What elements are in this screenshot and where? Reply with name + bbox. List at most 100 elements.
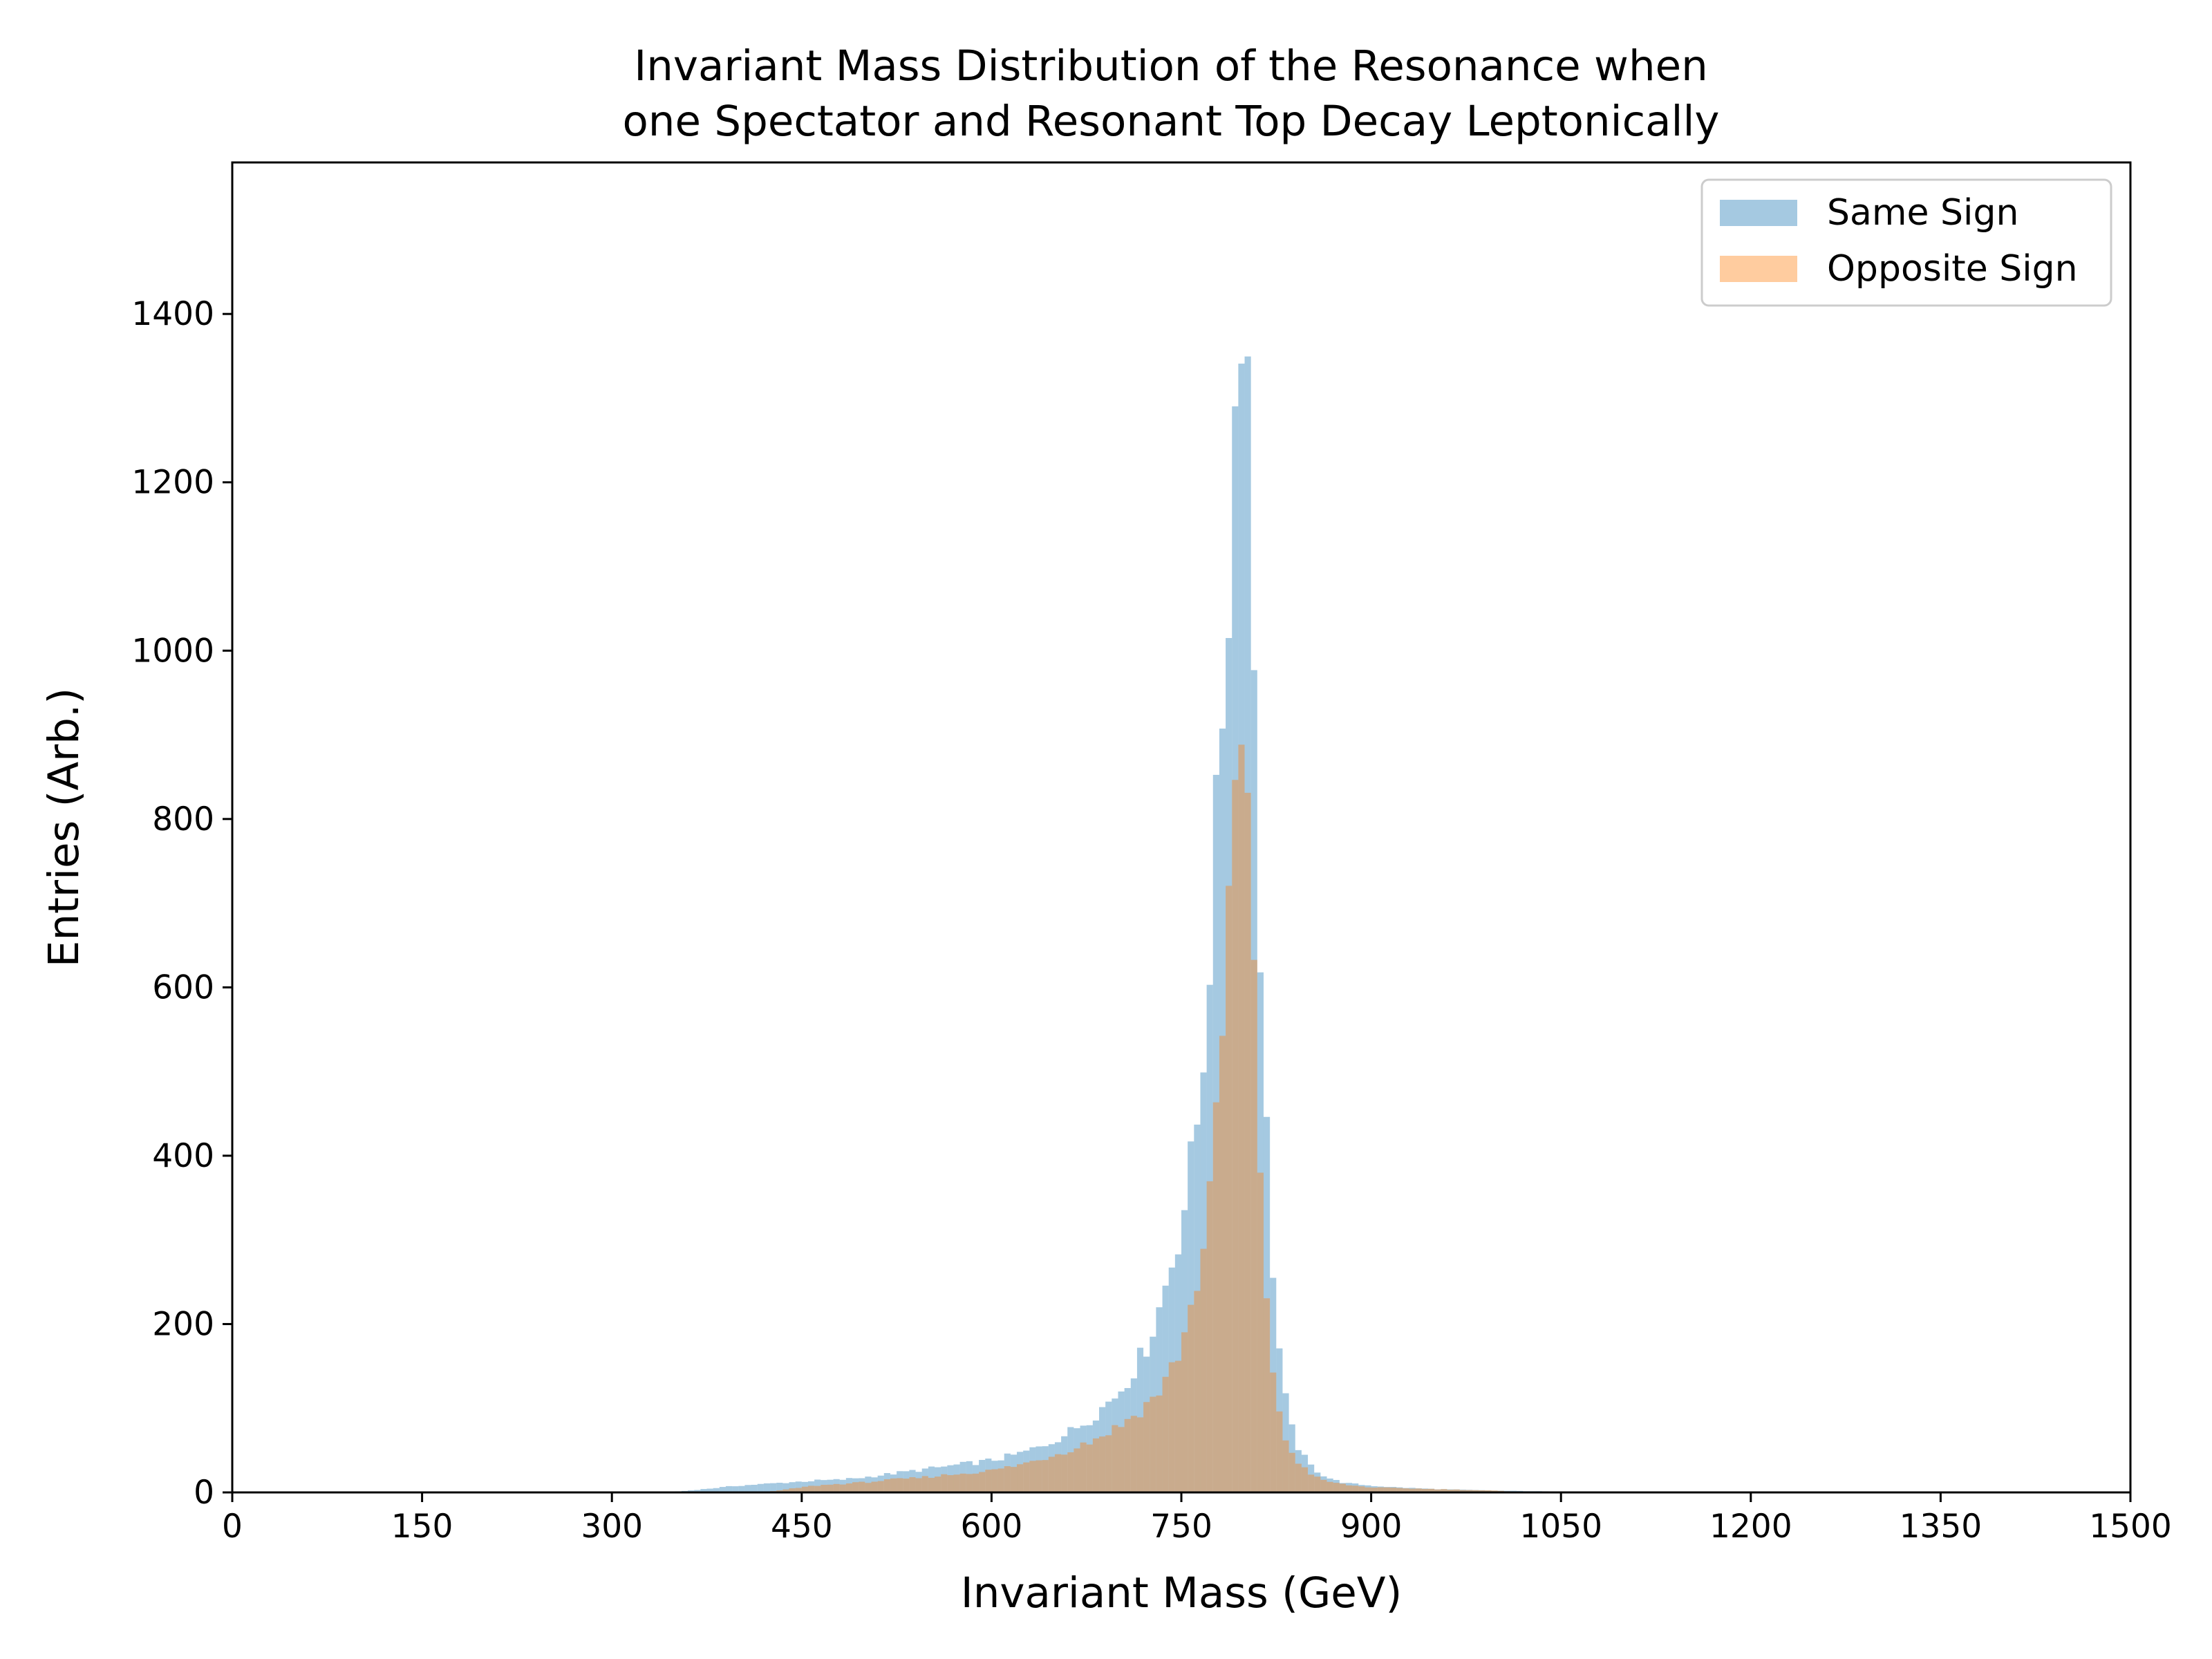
histogram-bar — [1143, 1402, 1150, 1492]
histogram-bar — [1112, 1425, 1118, 1492]
y-tick-label: 600 — [152, 968, 214, 1006]
x-tick-label: 150 — [391, 1508, 453, 1546]
histogram-bar — [915, 1472, 922, 1492]
y-axis-label: Entries (Arb.) — [39, 688, 88, 967]
histogram-bar — [1219, 1035, 1226, 1492]
histogram-bar — [1447, 1490, 1454, 1492]
histogram-bar — [1288, 1424, 1295, 1492]
histogram-bar — [1352, 1483, 1359, 1492]
x-tick-label: 0 — [222, 1508, 243, 1546]
chart-title-line-2: one Spectator and Resonant Top Decay Lep… — [622, 97, 1719, 146]
histogram-bar — [909, 1477, 916, 1492]
histogram-bar — [807, 1485, 815, 1492]
legend-box — [1700, 178, 2112, 307]
histogram-bar — [1054, 1442, 1062, 1492]
histogram-bar — [1352, 1485, 1359, 1492]
histogram-bar — [1421, 1488, 1428, 1492]
histogram-bar — [1162, 1285, 1169, 1492]
histogram-bar — [915, 1478, 922, 1492]
legend-swatch-opposite-sign — [1720, 256, 1797, 282]
histogram-bar — [972, 1473, 980, 1492]
histogram-bar — [1333, 1483, 1340, 1492]
histogram-bar — [1130, 1378, 1137, 1492]
histogram-bar — [953, 1464, 960, 1492]
histogram-bar — [807, 1481, 815, 1492]
histogram-bar — [1365, 1485, 1371, 1492]
histogram-bar — [789, 1488, 796, 1492]
histogram-bar — [865, 1483, 872, 1492]
histogram-bar — [1257, 1172, 1264, 1492]
histogram-bar — [1232, 406, 1239, 1492]
histogram-bar — [1270, 1277, 1277, 1492]
histogram-bar — [1250, 670, 1257, 1493]
x-tick-label: 750 — [1150, 1508, 1212, 1546]
histogram-bar — [997, 1460, 1004, 1492]
histogram-bar — [1295, 1450, 1302, 1492]
histogram-bar — [859, 1478, 865, 1492]
histogram-bar — [782, 1483, 789, 1492]
histogram-bar — [1244, 792, 1251, 1492]
x-axis-label: Invariant Mass (GeV) — [961, 1568, 1403, 1618]
histogram-bar — [903, 1471, 910, 1492]
histogram-bar — [928, 1477, 935, 1492]
histogram-bar — [1238, 364, 1245, 1492]
histogram-bar — [935, 1467, 941, 1492]
histogram-bar — [776, 1490, 783, 1492]
histogram-bar — [871, 1477, 878, 1492]
histogram-bar — [738, 1485, 745, 1492]
histogram-bar — [694, 1490, 701, 1492]
histogram-bar — [1004, 1453, 1011, 1492]
histogram-bar — [751, 1484, 758, 1492]
histogram-bar — [1333, 1480, 1340, 1492]
histogram-bar — [1042, 1460, 1049, 1492]
histogram-bar — [909, 1470, 916, 1492]
histogram-bar — [839, 1484, 846, 1492]
histogram-bar — [1206, 984, 1213, 1492]
histogram-bar — [1067, 1452, 1074, 1492]
histogram-bar — [935, 1477, 941, 1492]
histogram-bar — [928, 1466, 935, 1492]
histogram-bar — [1263, 1116, 1271, 1492]
histogram-bar — [1112, 1398, 1118, 1492]
histogram-bar — [1086, 1425, 1093, 1492]
histogram-bar — [1434, 1489, 1441, 1492]
histogram-bar — [827, 1484, 834, 1492]
histogram-bar — [966, 1474, 973, 1492]
x-tick-label: 1200 — [1709, 1508, 1792, 1546]
histogram-bar — [1282, 1393, 1289, 1492]
histogram-bar — [1156, 1395, 1163, 1492]
histogram-bar — [1263, 1298, 1271, 1492]
histogram-bar — [921, 1468, 928, 1492]
histogram-bar — [1250, 959, 1257, 1492]
histogram-bar — [1010, 1467, 1018, 1492]
histogram-bar — [1124, 1418, 1131, 1492]
histogram-bar — [1421, 1488, 1428, 1492]
x-tick-label: 600 — [961, 1508, 1023, 1546]
histogram-bar — [1124, 1388, 1131, 1492]
histogram-bar — [1130, 1416, 1137, 1492]
histogram-bar — [1105, 1435, 1112, 1492]
histogram-bar — [789, 1482, 796, 1492]
histogram-bar — [757, 1483, 764, 1492]
histogram-bar — [1136, 1417, 1144, 1492]
histogram-bar — [1061, 1436, 1068, 1492]
histogram-bar — [1453, 1489, 1460, 1492]
histogram-bar — [1150, 1336, 1156, 1492]
histogram-bar — [953, 1474, 960, 1492]
x-axis-ticks: 0 150 300 450 600 750 900 1050 1200 1350 1500 — [222, 1492, 2172, 1546]
plot-frame — [231, 161, 2132, 1494]
x-tick-label: 900 — [1340, 1508, 1403, 1546]
histogram-bar — [991, 1461, 998, 1492]
histogram-bar — [827, 1479, 834, 1492]
histogram-bar — [852, 1482, 859, 1492]
histogram-bar — [947, 1465, 954, 1492]
histogram-bar — [921, 1476, 928, 1492]
histogram-bar — [852, 1478, 859, 1492]
histogram-bar — [1219, 728, 1226, 1492]
y-tick-label: 0 — [194, 1474, 214, 1512]
histogram-bar — [941, 1466, 948, 1492]
histogram-bar — [1295, 1463, 1302, 1492]
histogram-bar — [1099, 1436, 1106, 1492]
histogram-bar — [1320, 1476, 1327, 1492]
histogram-bar — [1226, 885, 1232, 1492]
